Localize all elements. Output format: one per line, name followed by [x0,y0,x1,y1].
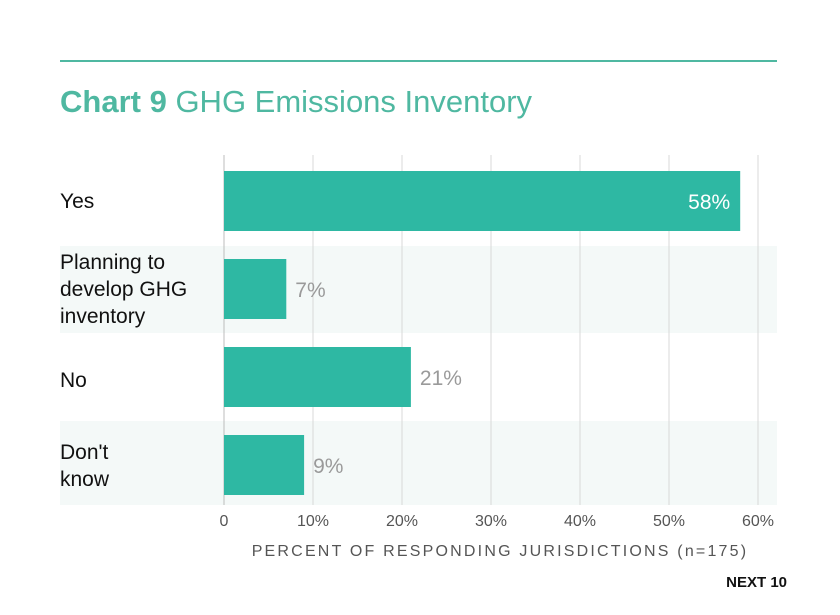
value-label-2: 21% [420,367,462,390]
x-tick-label-6: 60% [742,513,774,530]
category-label-dont-know: Don't know [60,441,110,491]
x-tick-label-3: 30% [475,513,507,530]
x-tick-label-2: 20% [386,513,418,530]
x-tick-label-0: 0 [220,513,229,530]
x-tick-label-1: 10% [297,513,329,530]
chart-title: Chart 9 GHG Emissions Inventory [60,84,532,120]
footer-source: NEXT 10 [726,574,787,591]
category-label-yes: Yes [60,190,95,213]
category-label-planning: Planning to develop GHG inventory [60,251,188,328]
category-label-no: No [60,369,87,392]
bar-2 [224,347,411,407]
top-rule [60,60,777,62]
chart-title-text: GHG Emissions Inventory [175,84,533,119]
chart-number: Chart 9 [60,84,167,119]
x-tick-label-4: 40% [564,513,596,530]
bar-3 [224,435,305,495]
bar-1 [224,259,287,319]
row-band-2 [60,246,777,333]
value-label-0: 58% [688,191,730,214]
row-band-4 [60,421,777,505]
bar-0 [224,171,741,231]
x-axis-label: PERCENT OF RESPONDING JURISDICTIONS (n=1… [252,543,749,560]
value-label-1: 7% [295,279,325,302]
x-tick-label-5: 50% [653,513,685,530]
value-label-3: 9% [313,455,343,478]
